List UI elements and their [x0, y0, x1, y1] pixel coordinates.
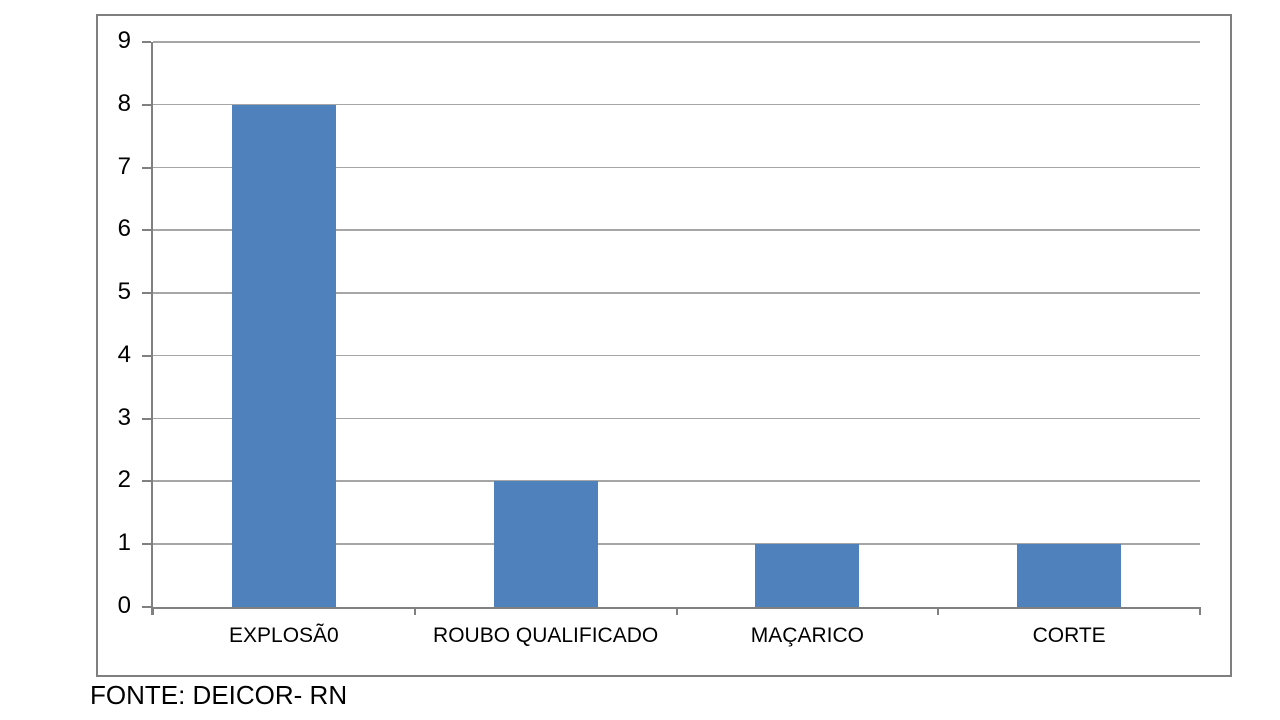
- x-axis-tick: [937, 607, 940, 615]
- bar: [755, 544, 860, 607]
- bar: [493, 481, 598, 607]
- gridline: [153, 103, 1200, 106]
- gridline: [153, 229, 1200, 231]
- x-axis-category-label: EXPLOSÃ0: [229, 624, 339, 647]
- y-axis-tick: [142, 606, 151, 608]
- gridline: [153, 543, 1200, 545]
- plot-area: 0 1 2 3 4 5 6 7 8 9 EXPLOSÃ0 ROUBO QUALIFICADO MAÇAR…: [118, 29, 1201, 647]
- y-axis-tick-label: 1: [117, 529, 131, 557]
- y-axis-tick: [142, 292, 151, 295]
- x-axis-category-label: MAÇARICO: [750, 624, 864, 647]
- y-axis-tick-label: 5: [117, 278, 131, 306]
- y-axis-tick-label: 4: [117, 340, 131, 368]
- y-axis-tick: [142, 480, 151, 483]
- source-note: FONTE: DEICOR- RN: [90, 680, 348, 710]
- chart-frame: 0 1 2 3 4 5 6 7 8 9 EXPLOSÃ0 ROUBO QUALIFICADO MAÇAR…: [96, 14, 1232, 677]
- y-axis-tick: [142, 103, 151, 106]
- gridline: [153, 354, 1200, 357]
- gridline: [153, 417, 1200, 420]
- y-axis-tick-label: 3: [117, 403, 131, 431]
- x-axis-tick: [675, 607, 678, 615]
- bar: [1017, 544, 1122, 607]
- y-axis-tick: [142, 229, 151, 232]
- gridline: [153, 292, 1200, 294]
- x-axis-tick: [152, 607, 154, 615]
- y-axis-line: [151, 42, 153, 615]
- y-axis-tick-label: 7: [117, 152, 131, 180]
- y-axis-tick-label: 8: [117, 89, 131, 117]
- y-axis-tick-label: 9: [117, 27, 131, 55]
- y-axis-tick: [142, 354, 151, 357]
- gridline: [153, 166, 1200, 169]
- y-axis-tick-label: 6: [117, 215, 131, 243]
- x-axis-tick: [1199, 607, 1201, 615]
- bar: [231, 104, 336, 607]
- y-axis-tick: [142, 543, 151, 546]
- x-axis-category-label: CORTE: [1032, 624, 1106, 647]
- gridline: [153, 480, 1200, 482]
- y-axis-tick-label: 0: [117, 592, 131, 620]
- gridline: [153, 41, 1200, 43]
- y-axis-tick: [142, 417, 151, 420]
- y-axis-tick-label: 2: [117, 466, 131, 494]
- x-axis-tick: [413, 607, 416, 615]
- x-axis-category-label: ROUBO QUALIFICADO: [433, 624, 659, 647]
- y-axis-tick: [142, 166, 151, 169]
- y-axis-tick: [142, 41, 151, 43]
